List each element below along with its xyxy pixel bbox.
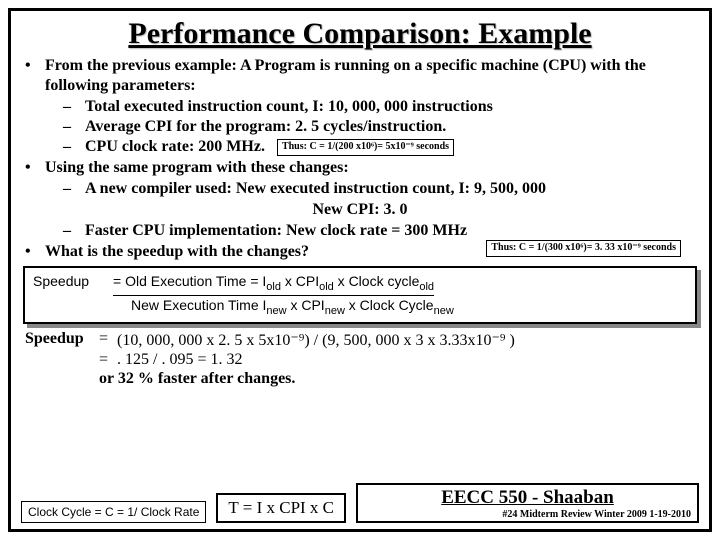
bottom-row: Clock Cycle = C = 1/ Clock Rate T = I x …: [21, 483, 699, 523]
bullet-1: • From the previous example: A Program i…: [25, 56, 695, 96]
slide-frame: Performance Comparison: Example • From t…: [8, 8, 712, 532]
course-box: EECC 550 - Shaaban #24 Midterm Review Wi…: [356, 483, 699, 523]
t-formula-box: T = I x CPI x C: [216, 493, 346, 523]
clock-cycle-box: Clock Cycle = C = 1/ Clock Rate: [21, 501, 206, 523]
bullet-3: • What is the speedup with the changes? …: [25, 242, 695, 262]
sub-4: – A new compiler used: New executed inst…: [63, 179, 695, 199]
center-line: New CPI: 3. 0: [25, 200, 695, 220]
note-box-2: Thus: C = 1/(300 x10⁶)= 3. 33 x10⁻⁹ seco…: [486, 240, 681, 257]
sub-2: – Average CPI for the program: 2. 5 cycl…: [63, 117, 695, 137]
note-box-1: Thus: C = 1/(200 x10⁶)= 5x10⁻⁹ seconds: [277, 139, 454, 156]
sub-5: – Faster CPU implementation: New clock r…: [63, 221, 695, 241]
sub-3: – CPU clock rate: 200 MHz. Thus: C = 1/(…: [63, 137, 695, 157]
bullet-2: • Using the same program with these chan…: [25, 158, 695, 178]
content-area: • From the previous example: A Program i…: [11, 53, 709, 262]
formula-box: Speedup = Old Execution Time = Iold x CP…: [23, 266, 697, 324]
slide-title: Performance Comparison: Example: [11, 11, 709, 53]
sub-1: – Total executed instruction count, I: 1…: [63, 97, 695, 117]
speedup-calc: Speedup = (10, 000, 000 x 2. 5 x 5x10⁻⁹)…: [25, 330, 695, 388]
